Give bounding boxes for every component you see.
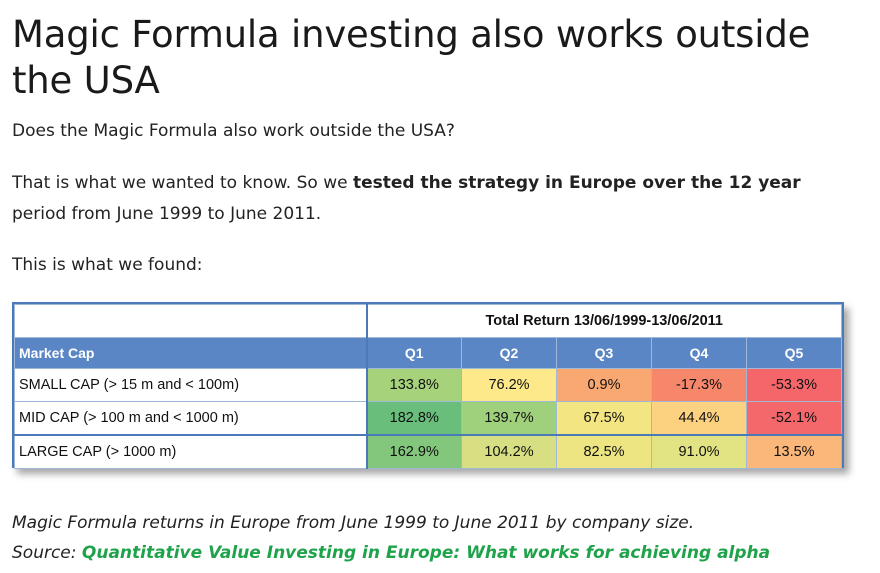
source-label: Source:	[12, 543, 82, 563]
source-link[interactable]: Quantitative Value Investing in Europe: …	[81, 543, 771, 563]
intro-paragraph: Does the Magic Formula also work outside…	[12, 121, 455, 141]
found-paragraph: This is what we found:	[12, 255, 203, 275]
table-cell: -53.3%	[746, 368, 842, 402]
table-row-large-cap: LARGE CAP (> 1000 m) 162.9% 104.2% 82.5%…	[14, 434, 842, 469]
table-cell: 82.5%	[556, 434, 652, 469]
table-corner-cell	[14, 304, 368, 338]
table-cell: -17.3%	[651, 368, 747, 402]
table-cell: 76.2%	[461, 368, 557, 402]
method-text-bold: tested the strategy in Europe over the 1…	[352, 173, 801, 193]
method-text-end: period from June 1999 to June 2011.	[12, 204, 322, 224]
source-line: Source: Quantitative Value Investing in …	[12, 538, 872, 568]
table-cell: 104.2%	[461, 434, 557, 469]
column-header-q2: Q2	[461, 337, 557, 369]
column-header-q3: Q3	[556, 337, 652, 369]
column-header-q1: Q1	[366, 337, 462, 369]
method-text-start: That is what we wanted to know. So we	[12, 173, 353, 193]
table-cell: 44.4%	[651, 401, 747, 436]
table-cell: 0.9%	[556, 368, 652, 402]
returns-table: Total Return 13/06/1999-13/06/2011 Marke…	[12, 302, 844, 469]
table-row-small-cap: SMALL CAP (> 15 m and < 100m) 133.8% 76.…	[14, 368, 842, 402]
table-cell: 13.5%	[746, 434, 842, 469]
row-label-mid-cap: MID CAP (> 100 m and < 1000 m)	[14, 401, 368, 436]
table-cell: 182.8%	[366, 401, 462, 436]
market-cap-header: Market Cap	[14, 337, 368, 369]
table-cell: 67.5%	[556, 401, 652, 436]
total-return-header: Total Return 13/06/1999-13/06/2011	[366, 304, 842, 338]
column-header-q4: Q4	[651, 337, 747, 369]
method-paragraph: That is what we wanted to know. So we te…	[12, 168, 872, 230]
table-cell: 139.7%	[461, 401, 557, 436]
row-label-small-cap: SMALL CAP (> 15 m and < 100m)	[14, 368, 368, 402]
table-cell: 162.9%	[366, 434, 462, 469]
column-header-q5: Q5	[746, 337, 842, 369]
row-label-large-cap: LARGE CAP (> 1000 m)	[14, 434, 368, 469]
table-cell: -52.1%	[746, 401, 842, 436]
table-cell: 133.8%	[366, 368, 462, 402]
figure-caption: Magic Formula returns in Europe from Jun…	[12, 513, 695, 533]
table-row-mid-cap: MID CAP (> 100 m and < 1000 m) 182.8% 13…	[14, 401, 842, 436]
table-cell: 91.0%	[651, 434, 747, 469]
page-title: Magic Formula investing also works outsi…	[12, 13, 811, 102]
